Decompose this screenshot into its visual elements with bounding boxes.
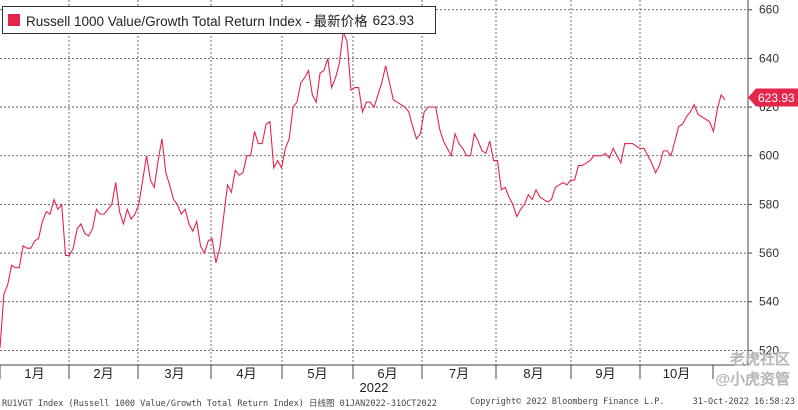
x-tick-label: 3月	[164, 366, 184, 381]
last-price-marker: 623.93	[748, 88, 798, 107]
x-year-label: 2022	[360, 380, 389, 395]
plot-area	[0, 0, 748, 365]
y-tick-label: 640	[759, 51, 779, 65]
footer-left: RU1VGT Index (Russell 1000 Value/Growth …	[2, 399, 437, 409]
y-tick-label: 580	[759, 197, 779, 211]
x-tick-label: 2月	[93, 366, 113, 381]
legend: Russell 1000 Value/Growth Total Return I…	[2, 6, 436, 34]
last-price-label: 623.93	[758, 91, 795, 105]
y-tick-label: 660	[759, 3, 779, 17]
last-price-tag	[748, 88, 798, 107]
legend-label: Russell 1000 Value/Growth Total Return I…	[26, 14, 368, 29]
legend-swatch	[8, 14, 20, 26]
series-line	[0, 31, 726, 349]
x-tick-label: 4月	[236, 366, 256, 381]
y-tick-label: 520	[759, 343, 779, 357]
x-tick-label: 8月	[523, 366, 543, 381]
x-tick-label: 5月	[307, 366, 327, 381]
y-tick-label: 600	[759, 149, 779, 163]
footer-right: 31-Oct-2022 16:58:23	[692, 397, 795, 407]
footer: RU1VGT Index (Russell 1000 Value/Growth …	[0, 396, 798, 410]
y-tick-label: 560	[759, 246, 779, 260]
x-axis: 1月 2月 3月 4月 5月 6月 7月 8月 9月 10月 2022	[0, 364, 748, 395]
x-tick-label: 1月	[24, 366, 44, 381]
legend-value: 623.93	[372, 12, 414, 28]
x-tick-label: 6月	[377, 366, 397, 381]
watermark-line2: @小虎资管	[715, 371, 790, 388]
footer-center: Copyright© 2022 Bloomberg Finance L.P.	[470, 397, 665, 407]
x-tick-label: 10月	[663, 366, 690, 381]
y-tick-label: 540	[759, 295, 779, 309]
x-tick-label: 9月	[595, 366, 615, 381]
watermark-line1: 老虎社区	[729, 351, 790, 368]
watermark: 老虎社区 @小虎资管	[715, 350, 790, 390]
x-tick-label: 7月	[449, 366, 469, 381]
